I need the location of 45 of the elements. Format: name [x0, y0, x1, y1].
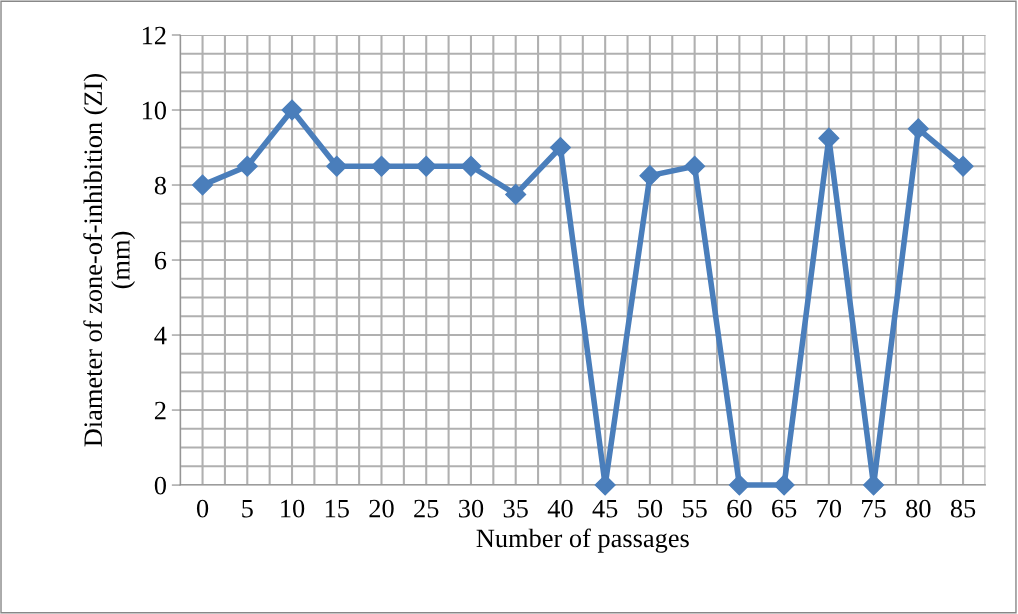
x-tick-label: 5 — [242, 499, 253, 518]
point — [549, 136, 571, 159]
x-tick-label: 0 — [196, 499, 209, 518]
x-tick-label: 80 — [906, 499, 931, 518]
x-tick-label: 35 — [503, 499, 528, 518]
x-tick-label: 45 — [592, 499, 618, 518]
y-axis-title: Diameter of zone-of-inhibition (ZI) (mm) — [83, 73, 136, 447]
x-tick-label: 10 — [281, 499, 305, 518]
x-tick-label: 20 — [369, 499, 394, 518]
point — [818, 127, 840, 149]
point — [415, 155, 437, 177]
y-tick-label: 2 — [154, 401, 166, 420]
y-tick-label: 10 — [142, 101, 166, 120]
x-tick-label: 85 — [950, 499, 976, 518]
y-tick-label: 6 — [154, 251, 167, 270]
point — [773, 474, 795, 496]
x-tick-label: 60 — [727, 499, 752, 518]
y-tick-label: 0 — [154, 476, 166, 495]
x-tick-label: 75 — [862, 499, 886, 518]
point — [728, 474, 750, 496]
point — [192, 174, 214, 196]
x-tick-label: 70 — [817, 499, 842, 518]
y-tick-label: 4 — [154, 326, 167, 345]
point — [460, 155, 482, 177]
x-axis-title: Number of passages — [476, 528, 689, 553]
y-tick-label: 12 — [142, 26, 166, 45]
x-tick-label: 15 — [325, 499, 349, 518]
x-tick-label: 30 — [459, 499, 484, 518]
point — [370, 155, 393, 177]
point — [684, 155, 706, 177]
point — [639, 165, 661, 187]
x-tick-label: 65 — [772, 499, 797, 518]
point — [505, 183, 527, 205]
point — [326, 155, 348, 177]
x-tick-label: 25 — [414, 499, 439, 518]
point — [594, 474, 616, 496]
point — [863, 474, 885, 496]
x-tick-label: 50 — [638, 499, 663, 518]
y-tick-label: 8 — [154, 176, 166, 195]
point — [236, 155, 258, 177]
point — [281, 99, 303, 121]
point — [952, 155, 974, 177]
x-tick-label: 40 — [547, 499, 573, 518]
point — [907, 118, 929, 140]
x-tick-label: 55 — [682, 499, 707, 518]
